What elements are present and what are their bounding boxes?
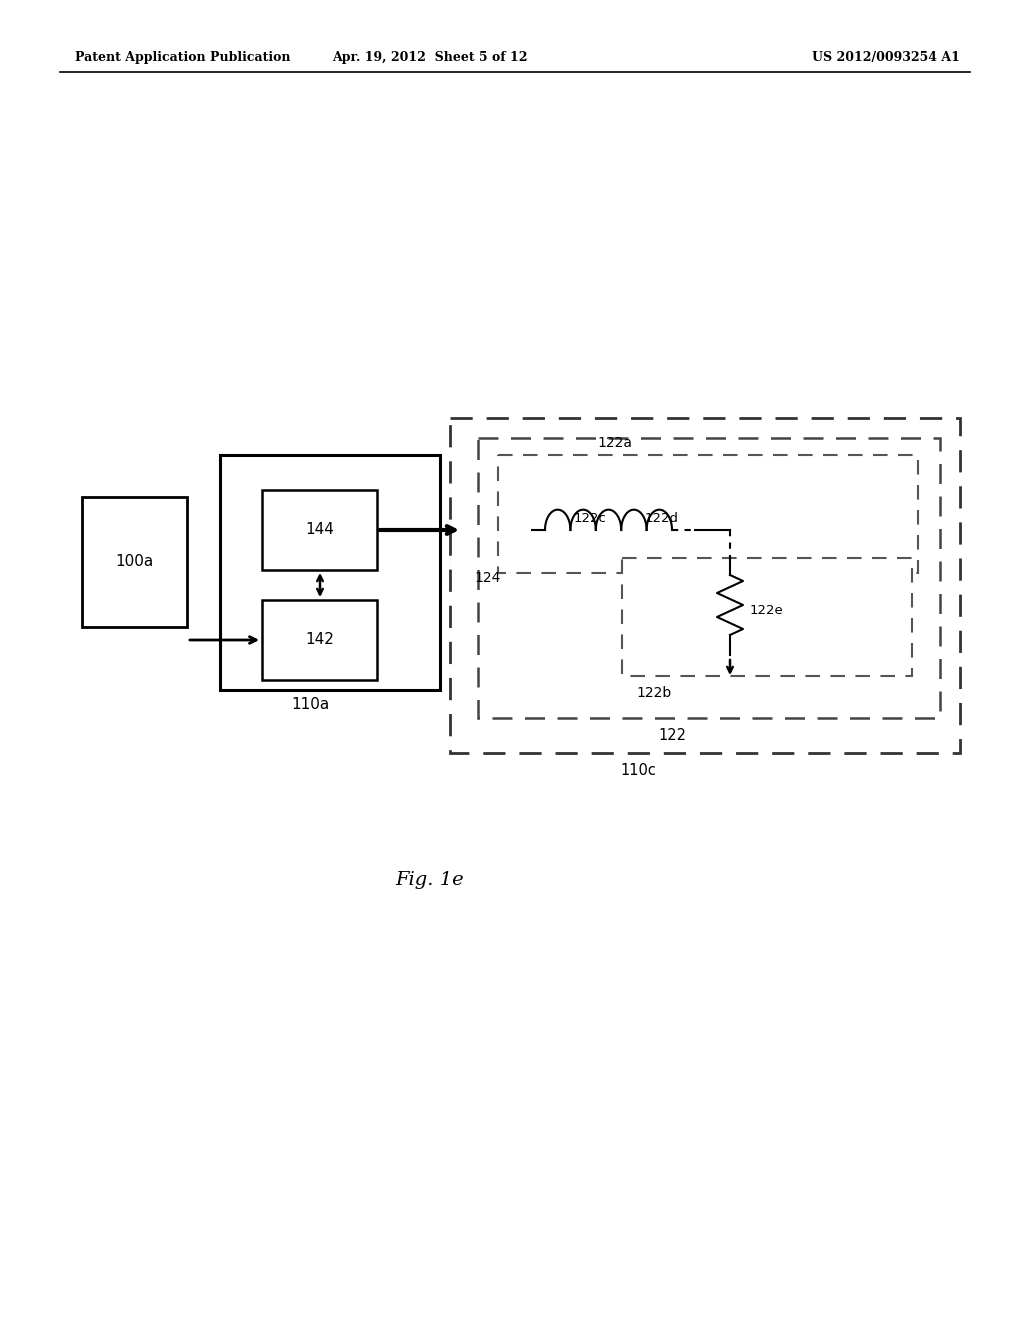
Text: US 2012/0093254 A1: US 2012/0093254 A1 [812,51,961,65]
Text: 142: 142 [305,632,335,648]
Text: 122c: 122c [573,511,606,524]
Bar [262,490,377,570]
Bar [450,418,961,752]
Text: 124: 124 [475,572,501,585]
Text: 122e: 122e [750,603,783,616]
Text: Fig. 1e: Fig. 1e [395,871,464,888]
Bar [82,498,187,627]
Bar [622,558,912,676]
Text: Patent Application Publication: Patent Application Publication [75,51,291,65]
Bar [478,438,940,718]
Text: 122a: 122a [597,436,633,450]
Bar [220,455,440,690]
Bar [498,455,918,573]
Bar [262,601,377,680]
Text: 122: 122 [658,729,686,743]
Text: 100a: 100a [115,554,154,569]
Text: Apr. 19, 2012  Sheet 5 of 12: Apr. 19, 2012 Sheet 5 of 12 [332,51,527,65]
Text: 110a: 110a [291,697,329,711]
Text: 144: 144 [305,523,335,537]
Text: 122d: 122d [645,511,679,524]
Text: 122b: 122b [636,686,672,700]
Text: 110c: 110c [621,763,656,777]
